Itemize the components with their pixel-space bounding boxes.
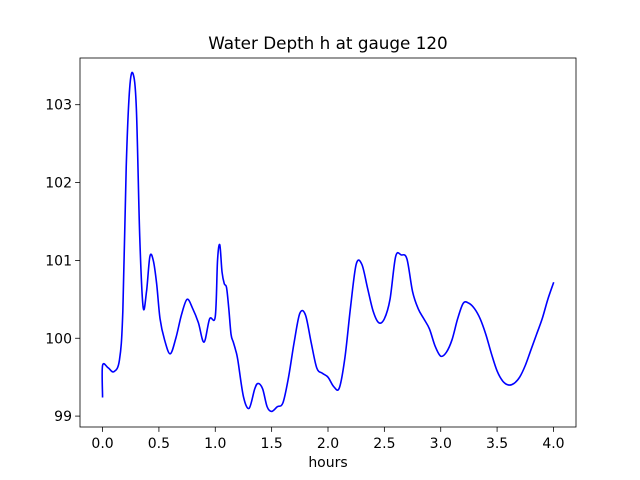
x-axis: 0.0 0.5 1.0 1.5 2.0 2.5 3.0 3.5 4.0 xyxy=(91,427,565,452)
x-tick-label: 2.5 xyxy=(373,436,395,452)
x-tick-label: 0.0 xyxy=(91,436,113,452)
x-tick-label: 4.0 xyxy=(542,436,564,452)
x-axis-label: hours xyxy=(308,455,347,471)
x-tick-label: 0.5 xyxy=(148,436,170,452)
series-layer xyxy=(101,71,555,413)
plot-area xyxy=(80,58,576,427)
x-tick-label: 2.0 xyxy=(317,436,339,452)
y-tick-label: 103 xyxy=(45,98,72,114)
x-tick-label: 3.0 xyxy=(430,436,452,452)
x-tick-label: 1.0 xyxy=(204,436,226,452)
series-line xyxy=(101,71,555,413)
y-tick-label: 99 xyxy=(54,409,72,425)
y-tick-label: 100 xyxy=(45,331,72,347)
y-axis: 99 100 101 102 103 xyxy=(45,98,80,425)
chart-title: Water Depth h at gauge 120 xyxy=(208,33,447,53)
y-tick-label: 102 xyxy=(45,176,72,192)
y-tick-label: 101 xyxy=(45,253,72,269)
x-tick-label: 3.5 xyxy=(486,436,508,452)
x-tick-label: 1.5 xyxy=(261,436,283,452)
